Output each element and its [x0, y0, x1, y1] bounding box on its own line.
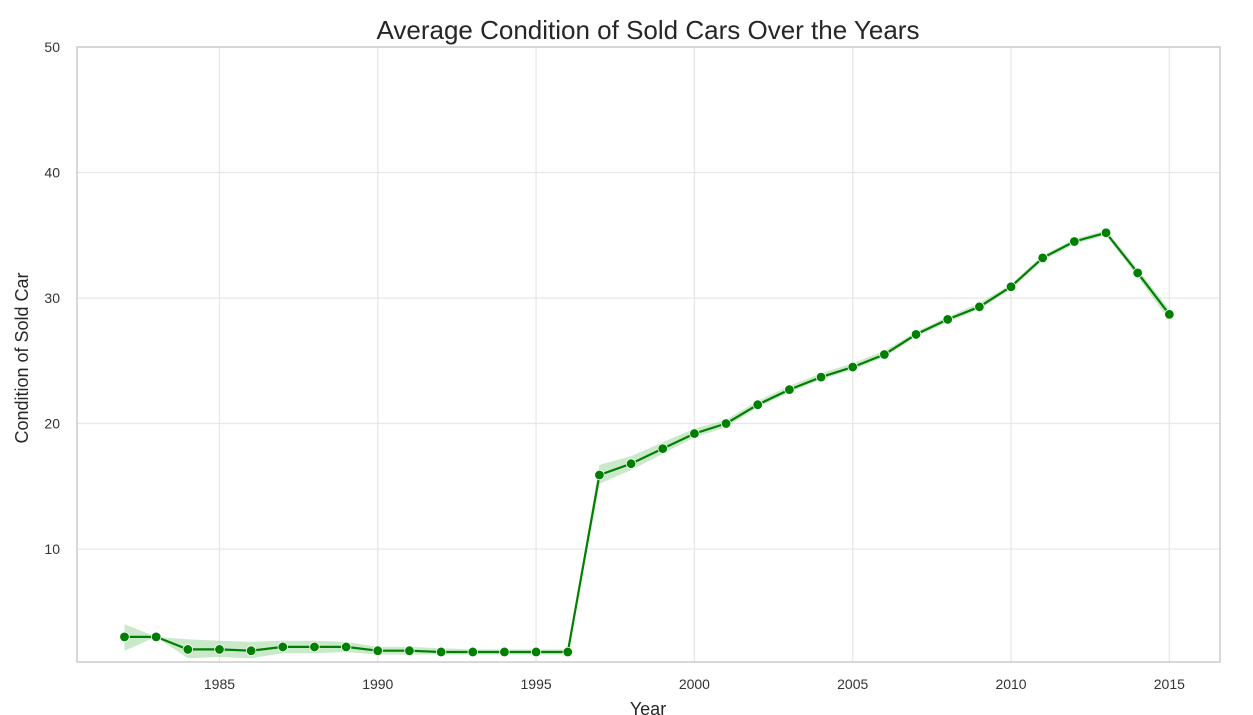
data-point [910, 329, 922, 340]
data-point [562, 646, 573, 658]
x-tick-label: 2015 [1154, 676, 1185, 692]
gridlines [77, 46, 1220, 662]
x-tick-labels: 1985 1990 1995 2000 2005 2010 2015 [204, 676, 1185, 692]
x-tick-label: 2010 [995, 676, 1026, 692]
y-tick-label: 50 [44, 39, 60, 55]
data-point [1037, 252, 1048, 264]
data-point [1069, 236, 1080, 247]
series-line [124, 231, 1171, 654]
data-point [689, 428, 700, 439]
data-point [340, 641, 352, 653]
data-point [594, 469, 605, 481]
x-tick-label: 1995 [521, 676, 552, 692]
data-point [245, 645, 257, 656]
data-point [182, 644, 194, 655]
data-point [150, 631, 162, 643]
data-point [974, 301, 985, 313]
data-point [1005, 281, 1017, 292]
y-tick-label: 20 [44, 416, 60, 432]
data-point [1132, 267, 1143, 279]
data-point [784, 384, 795, 395]
data-point [467, 646, 478, 658]
data-point [625, 458, 637, 469]
confidence-band [124, 230, 1170, 659]
x-tick-label: 1990 [362, 676, 393, 692]
data-point [752, 399, 763, 410]
data-point [1164, 309, 1175, 320]
y-tick-label: 30 [44, 290, 60, 306]
y-tick-labels: 10 20 30 40 50 [44, 39, 60, 557]
data-point [657, 443, 668, 454]
data-point [942, 314, 953, 325]
chart-title: Average Condition of Sold Cars Over the … [377, 15, 920, 45]
y-tick-label: 10 [44, 541, 60, 557]
data-point [214, 644, 225, 655]
data-point [879, 349, 890, 360]
x-tick-label: 2005 [837, 676, 868, 692]
data-point [847, 361, 858, 373]
y-tick-label: 40 [44, 165, 60, 181]
y-axis-label: Condition of Sold Car [12, 272, 32, 443]
data-point [404, 645, 415, 656]
data-point [277, 641, 289, 653]
data-point [119, 631, 130, 643]
x-tick-label: 2000 [679, 676, 710, 692]
data-point [720, 418, 732, 429]
data-point [499, 646, 510, 658]
x-tick-label: 1985 [204, 676, 235, 692]
data-point [815, 371, 827, 383]
data-point [530, 646, 542, 658]
data-points [119, 227, 1175, 658]
data-point [372, 645, 383, 656]
data-point [309, 641, 320, 653]
plot-frame [76, 46, 1221, 663]
data-point [435, 646, 447, 658]
data-point [1100, 227, 1112, 238]
x-axis-label: Year [630, 699, 666, 715]
